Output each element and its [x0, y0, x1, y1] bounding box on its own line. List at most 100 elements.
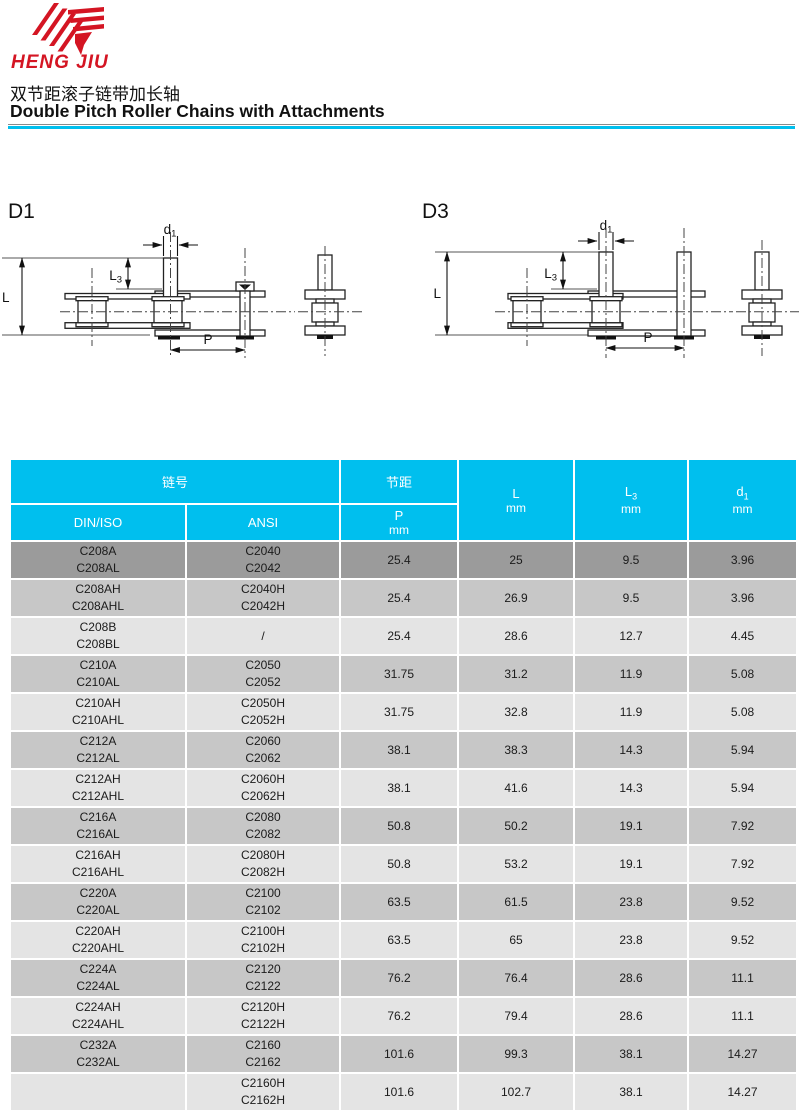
cell-pitch: 50.8 [339, 806, 460, 846]
cell-l3: 14.3 [573, 730, 690, 770]
cell-l3: 28.6 [573, 958, 690, 998]
cell-l3: 12.7 [573, 616, 690, 656]
cell-din-iso: C216AH C216AHL [9, 844, 187, 884]
cell-l: 53.2 [457, 844, 576, 884]
cell-din-iso: C220AH C220AHL [9, 920, 187, 960]
cell-din-iso [9, 1072, 187, 1112]
th-pitch: 节距 [339, 458, 460, 505]
cell-l: 38.3 [457, 730, 576, 770]
cell-din-iso: C210AH C210AHL [9, 692, 187, 732]
cell-l3: 14.3 [573, 768, 690, 808]
cell-l: 26.9 [457, 578, 576, 618]
cell-pitch: 38.1 [339, 730, 460, 770]
cell-l3: 23.8 [573, 882, 690, 922]
cell-pitch: 25.4 [339, 616, 460, 656]
d1-dim-d1: d1 [164, 222, 177, 240]
cell-d1: 3.96 [687, 540, 799, 580]
cell-din-iso: C220A C220AL [9, 882, 187, 922]
cell-ansi: C2160H C2162H [184, 1072, 342, 1112]
cell-d1: 11.1 [687, 996, 799, 1036]
cell-d1: 5.94 [687, 730, 799, 770]
table-row: C212AH C212AHL C2060H C2062H 38.1 41.6 14.3 5.9… [9, 768, 799, 808]
table-row: C212A C212AL C2060 C2062 38.1 38.3 14.3 5.94 [9, 730, 799, 770]
cell-ansi: C2160 C2162 [184, 1034, 342, 1074]
cell-ansi: C2060H C2062H [184, 768, 342, 808]
d1-dim-L: L [2, 290, 10, 305]
cell-d1: 3.96 [687, 578, 799, 618]
page-title-en: Double Pitch Roller Chains with Attachme… [10, 101, 385, 121]
cell-din-iso: C224AH C224AHL [9, 996, 187, 1036]
spec-table: 链号 节距 L mm L3 mm d1 mm DIN/ISO ANSI [8, 458, 799, 1112]
cell-l3: 28.6 [573, 996, 690, 1036]
cell-l3: 11.9 [573, 654, 690, 694]
diagram-d3: D3 [422, 200, 799, 358]
d3-dim-P: P [643, 330, 652, 345]
cell-ansi: C2100 C2102 [184, 882, 342, 922]
cell-ansi: C2040H C2042H [184, 578, 342, 618]
cell-l3: 9.5 [573, 540, 690, 580]
cell-pitch: 63.5 [339, 882, 460, 922]
cell-ansi: C2120H C2122H [184, 996, 342, 1036]
cell-ansi: / [184, 616, 342, 656]
cell-d1: 14.27 [687, 1072, 799, 1112]
cell-l: 28.6 [457, 616, 576, 656]
cell-din-iso: C208AH C208AHL [9, 578, 187, 618]
spec-table-body: C208A C208AL C2040 C2042 25.4 25 9.5 3.96 C208AH… [9, 540, 799, 1112]
table-row: C220A C220AL C2100 C2102 63.5 61.5 23.8 9.52 [9, 882, 799, 922]
cell-l: 79.4 [457, 996, 576, 1036]
cell-l3: 11.9 [573, 692, 690, 732]
cell-l: 41.6 [457, 768, 576, 808]
d1-dim-P: P [203, 332, 212, 347]
th-p: P mm [339, 503, 460, 542]
cell-ansi: C2050H C2052H [184, 692, 342, 732]
diagram-area: D1 [2, 200, 799, 358]
cell-d1: 14.27 [687, 1034, 799, 1074]
hengjiu-logo-icon [32, 3, 104, 55]
cell-l3: 19.1 [573, 806, 690, 846]
table-row: C216AH C216AHL C2080H C2082H 50.8 53.2 19.1 7.9… [9, 844, 799, 884]
table-row: C232A C232AL C2160 C2162 101.6 99.3 38.1 14.27 [9, 1034, 799, 1074]
cell-d1: 11.1 [687, 958, 799, 998]
cell-ansi: C2060 C2062 [184, 730, 342, 770]
th-l3: L3 mm [573, 458, 690, 542]
cell-l3: 38.1 [573, 1072, 690, 1112]
cell-l3: 23.8 [573, 920, 690, 960]
cell-din-iso: C208B C208BL [9, 616, 187, 656]
page-title-zh: 双节距滚子链带加长轴 [10, 85, 180, 104]
brand-name: HENG JIU [11, 52, 109, 73]
cell-d1: 9.52 [687, 882, 799, 922]
cell-din-iso: C208A C208AL [9, 540, 187, 580]
cell-pitch: 25.4 [339, 540, 460, 580]
table-row: C208B C208BL/25.4 28.6 12.7 4.45 [9, 616, 799, 656]
d1-dim-L3: L3 [109, 268, 122, 286]
table-row: C210A C210AL C2050 C2052 31.75 31.2 11.9 5.08 [9, 654, 799, 694]
table-row: C224A C224AL C2120 C2122 76.2 76.4 28.6 11.1 [9, 958, 799, 998]
title-divider-gray [8, 124, 795, 125]
cell-l: 61.5 [457, 882, 576, 922]
cell-pitch: 50.8 [339, 844, 460, 884]
diagram-d3-label: D3 [422, 200, 449, 223]
d3-dim-d1: d1 [600, 218, 613, 236]
th-ansi: ANSI [184, 503, 342, 542]
cell-d1: 5.08 [687, 692, 799, 732]
spec-table-header: 链号 节距 L mm L3 mm d1 mm DIN/ISO ANSI [8, 458, 799, 542]
cell-l3: 19.1 [573, 844, 690, 884]
cell-d1: 5.94 [687, 768, 799, 808]
cell-ansi: C2080 C2082 [184, 806, 342, 846]
cell-din-iso: C212AH C212AHL [9, 768, 187, 808]
table-row: C224AH C224AHL C2120H C2122H 76.2 79.4 28.6 11.… [9, 996, 799, 1036]
cell-ansi: C2100H C2102H [184, 920, 342, 960]
cell-pitch: 63.5 [339, 920, 460, 960]
table-row: C210AH C210AHL C2050H C2052H 31.75 32.8 11.9 5.… [9, 692, 799, 732]
cell-pitch: 31.75 [339, 692, 460, 732]
table-row: C216A C216AL C2080 C2082 50.8 50.2 19.1 7.92 [9, 806, 799, 846]
d3-dim-L: L [433, 286, 441, 301]
cell-l: 32.8 [457, 692, 576, 732]
table-row: C2160H C2162H 101.6 102.7 38.1 14.27 [9, 1072, 799, 1112]
cell-d1: 4.45 [687, 616, 799, 656]
cell-ansi: C2080H C2082H [184, 844, 342, 884]
cell-l3: 38.1 [573, 1034, 690, 1074]
cell-din-iso: C232A C232AL [9, 1034, 187, 1074]
diagram-d1-label: D1 [8, 200, 35, 223]
